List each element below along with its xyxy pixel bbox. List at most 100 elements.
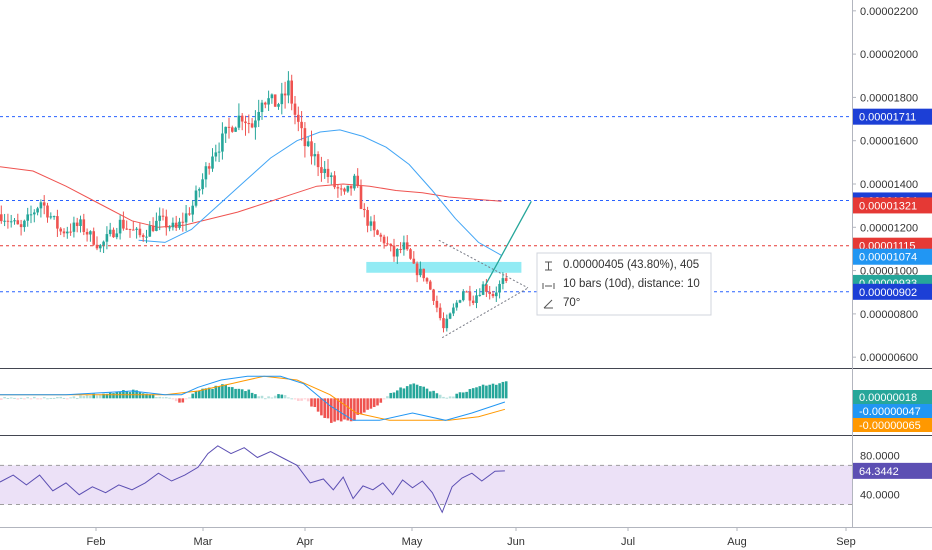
candle-body (155, 220, 158, 231)
candle-body (468, 291, 472, 301)
measure-angle: 70° (563, 297, 580, 309)
candle-body (283, 93, 287, 96)
macd-signal-line (0, 375, 506, 421)
candle-body (224, 126, 227, 134)
candle-body (313, 154, 317, 157)
macd-histogram-bar (366, 398, 369, 410)
candle (412, 251, 416, 264)
macd-histogram-bar (386, 396, 389, 399)
candle-body (33, 212, 36, 215)
macd-histogram-bar (310, 398, 313, 407)
macd-histogram-bar (217, 386, 221, 399)
macd-histogram-bar (254, 394, 257, 399)
macd-histogram-bar (468, 389, 472, 399)
candle-body (105, 234, 109, 242)
macd-histogram-bar (379, 398, 383, 403)
macd-pane[interactable] (0, 375, 508, 423)
time-axis[interactable]: Feb Mar Apr May Jun Jul Aug Sep (87, 527, 856, 548)
candle-body (171, 222, 175, 228)
time-tick-label: May (402, 536, 423, 548)
macd-histogram-bar (448, 396, 452, 399)
candle-body (290, 80, 293, 104)
candle-body (419, 268, 422, 276)
price-tick-label: 0.00002200 (860, 6, 918, 18)
rsi-pane[interactable] (0, 445, 852, 514)
macd-histogram-bar (174, 398, 178, 402)
candle (62, 228, 66, 238)
candle (250, 118, 254, 129)
macd-histogram-bar (491, 383, 495, 399)
candle (422, 268, 425, 282)
candle-body (36, 208, 39, 213)
candle-body (498, 283, 501, 293)
candle-body (300, 121, 303, 129)
candle (392, 238, 396, 262)
candle-body (363, 208, 366, 211)
candle-body (270, 94, 274, 99)
candle (448, 312, 452, 320)
candle-body (66, 231, 69, 234)
candle (415, 261, 419, 283)
angle-icon (543, 299, 553, 309)
candle (369, 216, 373, 232)
macd-histogram-bar (458, 392, 462, 399)
candle (491, 290, 495, 299)
candle (138, 222, 142, 238)
macd-histogram-bar (105, 393, 109, 399)
candle (435, 295, 439, 313)
candle (270, 93, 274, 104)
macd-histogram-bar (95, 395, 99, 399)
macd-histogram-bar (422, 386, 425, 399)
candle (214, 144, 218, 162)
candle-body (194, 190, 198, 206)
candle-body (405, 242, 409, 250)
candle-body (62, 231, 66, 234)
macd-histogram-bar (224, 384, 227, 399)
candle (320, 156, 323, 182)
candle-body (56, 216, 59, 229)
candle (168, 225, 171, 232)
macd-histogram-bar (293, 398, 297, 400)
candle (366, 206, 369, 233)
candle-body (16, 220, 20, 225)
candle-body (99, 245, 102, 249)
candle (161, 208, 165, 221)
candle-body (379, 234, 383, 237)
candle-body (181, 221, 185, 223)
candle (498, 280, 501, 299)
macd-histogram-bar (303, 398, 307, 400)
macd-histogram-bar (415, 384, 419, 399)
candle (3, 213, 6, 227)
candle (198, 187, 201, 198)
candle-body (247, 123, 251, 125)
price-pane[interactable] (0, 71, 852, 339)
macd-histogram-bar (145, 393, 148, 399)
candle-body (297, 114, 300, 122)
candle-body (382, 236, 386, 244)
candle (79, 215, 82, 233)
price-axis[interactable]: 0.00002200 0.00002000 0.00001800 0.00001600… (852, 6, 932, 502)
candle (227, 117, 231, 139)
macd-histogram-bar (273, 395, 277, 399)
candle (52, 215, 56, 220)
candle-body (85, 231, 89, 235)
macd-histogram-bar (465, 391, 468, 399)
candle-body (102, 241, 105, 246)
candle (478, 288, 482, 297)
candle-body (501, 278, 505, 284)
grid (0, 0, 932, 528)
candle-body (366, 210, 369, 226)
macd-histogram-bar (184, 398, 188, 400)
candle (49, 212, 53, 220)
macd-histogram-bar (102, 393, 105, 399)
candle (36, 206, 39, 216)
candle (108, 222, 112, 237)
macd-histogram-bar (141, 393, 145, 399)
macd-histogram-bar (372, 398, 376, 408)
macd-histogram-bar (405, 386, 409, 399)
macd-histogram-bar (306, 398, 310, 402)
macd-badge-bg (853, 404, 932, 418)
macd-histogram-bar (481, 384, 485, 399)
macd-histogram-bar (6, 397, 10, 399)
